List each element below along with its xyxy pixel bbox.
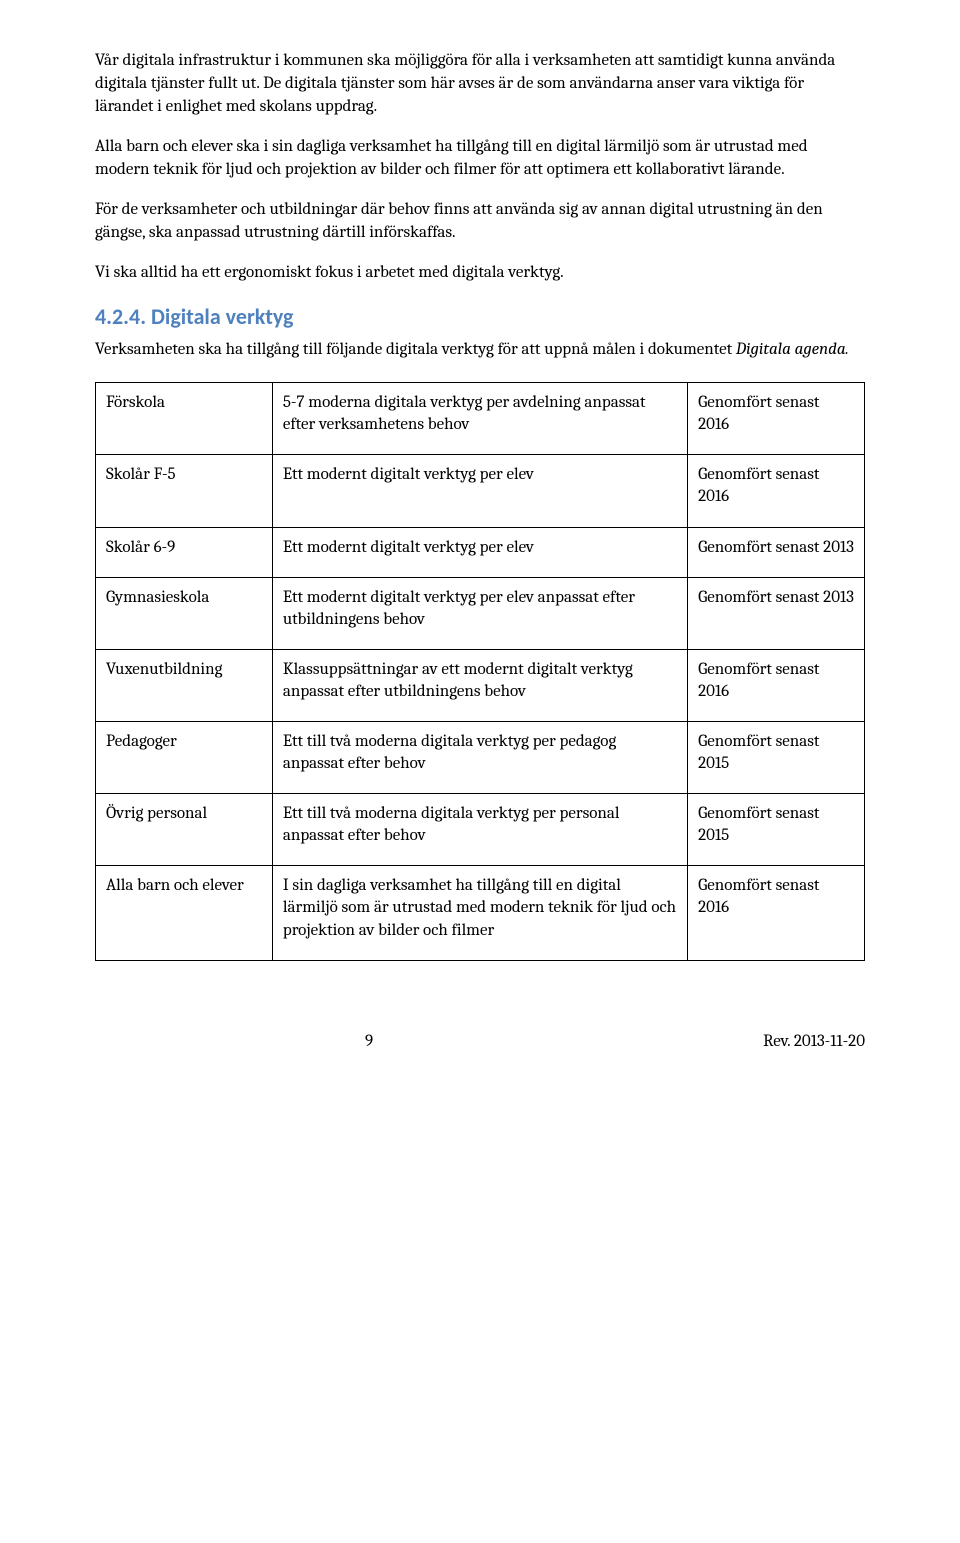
table-cell-status: Genomfört senast 2016 [688,649,865,721]
table-cell-status: Genomfört senast 2013 [688,577,865,649]
table-cell-category: Övrig personal [96,794,273,866]
table-cell-status: Genomfört senast 2016 [688,455,865,527]
table-cell-category: Förskola [96,383,273,455]
table-row: Förskola5-7 moderna digitala verktyg per… [96,383,865,455]
paragraph-4: Vi ska alltid ha ett ergonomiskt fokus i… [95,262,865,285]
table-row: Alla barn och eleverI sin dagliga verksa… [96,866,865,960]
table-cell-category: Skolår F-5 [96,455,273,527]
table-cell-status: Genomfört senast 2016 [688,866,865,960]
table-row: Skolår 6-9Ett modernt digitalt verktyg p… [96,527,865,577]
page-number: 9 [95,1031,373,1054]
table-cell-category: Alla barn och elever [96,866,273,960]
table-cell-category: Skolår 6-9 [96,527,273,577]
table-cell-description: Ett modernt digitalt verktyg per elev an… [272,577,687,649]
section-heading: 4.2.4. Digitala verktyg [95,302,865,332]
table-cell-category: Vuxenutbildning [96,649,273,721]
table-cell-description: Ett modernt digitalt verktyg per elev [272,455,687,527]
table-cell-status: Genomfört senast 2015 [688,794,865,866]
table-cell-description: Klassuppsättningar av ett modernt digita… [272,649,687,721]
paragraph-1: Vår digitala infrastruktur i kommunen sk… [95,50,865,119]
table-cell-status: Genomfört senast 2013 [688,527,865,577]
table-cell-description: I sin dagliga verksamhet ha tillgång til… [272,866,687,960]
page-footer: 9 Rev. 2013-11-20 [95,1031,865,1054]
table-row: PedagogerEtt till två moderna digitala v… [96,721,865,793]
table-cell-category: Pedagoger [96,721,273,793]
paragraph-2: Alla barn och elever ska i sin dagliga v… [95,136,865,182]
section-intro: Verksamheten ska ha tillgång till följan… [95,339,865,362]
table-row: GymnasieskolaEtt modernt digitalt verkty… [96,577,865,649]
revision-date: Rev. 2013-11-20 [763,1031,865,1054]
table-cell-category: Gymnasieskola [96,577,273,649]
intro-doc-title: Digitala agenda. [736,340,849,359]
tools-table: Förskola5-7 moderna digitala verktyg per… [95,382,865,961]
table-cell-description: Ett modernt digitalt verktyg per elev [272,527,687,577]
table-cell-description: 5-7 moderna digitala verktyg per avdelni… [272,383,687,455]
intro-text: Verksamheten ska ha tillgång till följan… [95,340,736,359]
table-cell-description: Ett till två moderna digitala verktyg pe… [272,794,687,866]
table-cell-description: Ett till två moderna digitala verktyg pe… [272,721,687,793]
table-row: VuxenutbildningKlassuppsättningar av ett… [96,649,865,721]
table-row: Skolår F-5Ett modernt digitalt verktyg p… [96,455,865,527]
table-row: Övrig personalEtt till två moderna digit… [96,794,865,866]
table-cell-status: Genomfört senast 2015 [688,721,865,793]
paragraph-3: För de verksamheter och utbildningar där… [95,199,865,245]
table-cell-status: Genomfört senast 2016 [688,383,865,455]
